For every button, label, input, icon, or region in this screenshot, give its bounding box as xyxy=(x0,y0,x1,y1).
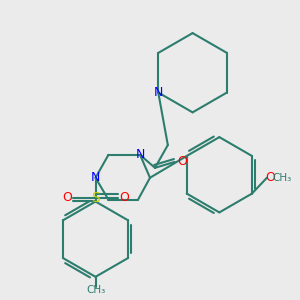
Text: O: O xyxy=(177,155,187,168)
Text: N: N xyxy=(91,171,100,184)
Text: O: O xyxy=(265,171,275,184)
Text: O: O xyxy=(62,191,72,204)
Text: CH₃: CH₃ xyxy=(272,173,291,183)
Text: S: S xyxy=(91,190,100,205)
Text: N: N xyxy=(154,86,163,99)
Text: N: N xyxy=(135,148,145,161)
Text: CH₃: CH₃ xyxy=(86,285,105,295)
Text: O: O xyxy=(119,191,129,204)
